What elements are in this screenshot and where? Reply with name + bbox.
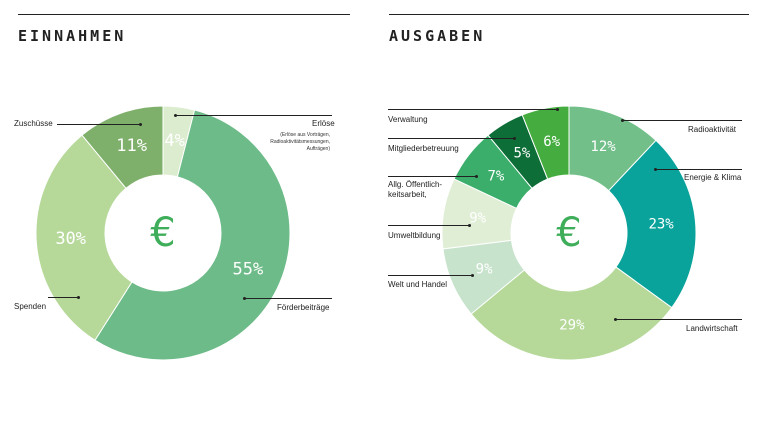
slice-verwaltung <box>521 105 570 180</box>
data-label-3: 11% <box>116 136 147 156</box>
label-energie-klima: Energie & Klima <box>684 173 742 182</box>
leader-dot-spenden <box>77 296 80 299</box>
label-radioaktivitaet: Radioaktivität <box>688 125 737 134</box>
label-foerderbeitraege: Förderbeiträge <box>277 303 330 312</box>
top-rule <box>18 14 350 15</box>
label-erloese-note-3: Aufträgen) <box>306 146 330 152</box>
data-label-7: 6% <box>543 134 560 150</box>
label-oeffentlichkeitsarbeit-1: Allg. Öffentlich- <box>388 180 443 189</box>
leader-verwaltung <box>388 109 557 110</box>
data-label-1: 23% <box>648 216 674 232</box>
einnahmen-donut-chart: 4% 55% 30% 11% € <box>35 105 291 361</box>
slice-zuschüsse <box>81 105 164 190</box>
leader-dot-zuschuesse <box>139 123 142 126</box>
leader-erloese <box>175 115 332 116</box>
leader-foerderbeitraege <box>244 298 332 299</box>
ausgaben-donut-chart: 12% 23% 29% 9% 9% 7% 5% 6% € <box>441 105 697 361</box>
top-rule <box>389 14 749 15</box>
label-landwirtschaft: Landwirtschaft <box>686 324 738 333</box>
label-erloese: Erlöse <box>312 119 335 128</box>
leader-radioaktivitaet <box>622 120 742 121</box>
label-verwaltung: Verwaltung <box>388 115 428 124</box>
data-label-3: 9% <box>476 262 493 278</box>
leader-zuschuesse <box>57 124 140 125</box>
leader-mitgliederbetreuung <box>388 138 514 139</box>
label-mitgliederbetreuung: Mitgliederbetreuung <box>388 144 459 153</box>
data-label-0: 12% <box>590 139 616 155</box>
slice-spenden <box>35 134 133 341</box>
slice-landwirtschaft <box>470 266 673 361</box>
leader-dot-landwirtschaft <box>614 318 617 321</box>
leader-umweltbildung <box>388 225 469 226</box>
leader-dot-welt-und-handel <box>471 274 474 277</box>
leader-dot-energie-klima <box>654 168 657 171</box>
data-label-1: 55% <box>233 260 264 280</box>
label-umweltbildung: Umweltbildung <box>388 231 441 240</box>
data-label-0: 4% <box>164 131 184 151</box>
leader-dot-radioaktivitaet <box>621 119 624 122</box>
einnahmen-title: EINNAHMEN <box>18 27 127 45</box>
euro-icon: € <box>556 210 581 256</box>
label-oeffentlichkeitsarbeit-2: keitsarbeit, <box>388 190 427 199</box>
label-welt-und-handel: Welt und Handel <box>388 280 447 289</box>
leader-dot-mitgliederbetreuung <box>513 137 516 140</box>
data-label-2: 30% <box>55 229 86 249</box>
leader-welt-und-handel <box>388 275 472 276</box>
leader-spenden <box>48 297 78 298</box>
leader-energie-klima <box>655 169 742 170</box>
leader-dot-foerderbeitraege <box>243 297 246 300</box>
label-erloese-note-1: (Erlöse aus Vorträgen, <box>280 132 330 138</box>
data-label-2: 29% <box>559 317 585 333</box>
label-erloese-note-2: Radioaktivitätsmessungen, <box>270 139 330 145</box>
data-label-5: 7% <box>487 168 504 184</box>
label-zuschuesse: Zuschüsse <box>14 119 53 128</box>
einnahmen-panel: EINNAHMEN 4% 55% 30% 11% € Zuschüsse Erlöse … <box>0 0 383 426</box>
leader-dot-umweltbildung <box>468 224 471 227</box>
slice-förderbeiträge <box>94 109 291 361</box>
leader-dot-oeffentlichkeitsarbeit <box>475 175 478 178</box>
leader-landwirtschaft <box>615 319 742 320</box>
leader-dot-verwaltung <box>556 108 559 111</box>
leader-dot-erloese <box>174 114 177 117</box>
leader-oeffentlichkeitsarbeit <box>388 176 476 177</box>
ausgaben-title: AUSGABEN <box>389 27 486 45</box>
slice-energie-klima <box>607 139 697 309</box>
label-spenden: Spenden <box>14 302 47 311</box>
euro-icon: € <box>150 210 175 256</box>
data-label-6: 5% <box>513 145 530 161</box>
ausgaben-panel: AUSGABEN 12% 23% 29% 9% 9% 7% 5% 6% € Verwaltung… <box>383 0 767 426</box>
data-label-4: 9% <box>469 211 486 227</box>
